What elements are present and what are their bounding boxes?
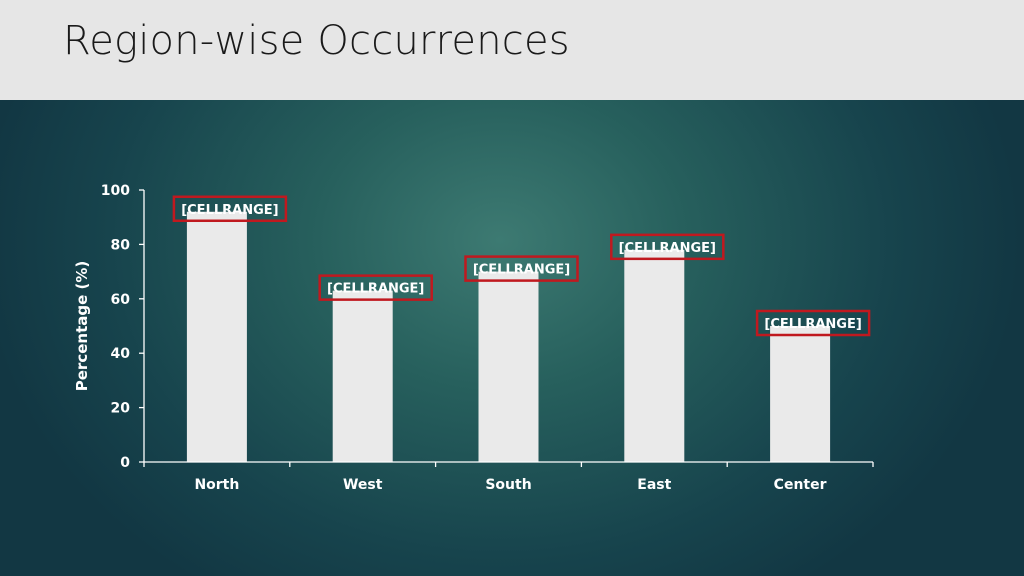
x-tick-label-east: East	[637, 477, 671, 493]
bar-west	[332, 290, 393, 462]
bar-south	[478, 271, 539, 462]
y-tick-label: 0	[120, 455, 130, 471]
x-tick-label-west: West	[343, 477, 383, 493]
slide-title: Region-wise Occurrences	[63, 18, 570, 64]
y-tick-label: 100	[101, 183, 130, 199]
bar-north	[186, 211, 247, 462]
data-label-box	[464, 255, 579, 282]
data-label: [CELLRANGE]	[181, 203, 278, 218]
data-label-box	[172, 195, 288, 223]
data-label: [CELLRANGE]	[327, 282, 424, 297]
data-label-box	[610, 233, 725, 261]
bar-center	[770, 326, 831, 462]
y-tick-label: 60	[111, 292, 131, 308]
y-tick-label: 20	[111, 401, 131, 417]
title-bar: Region-wise Occurrences	[0, 0, 1024, 100]
y-tick-label: 40	[111, 346, 131, 362]
data-label-box	[755, 309, 871, 337]
data-label: [CELLRANGE]	[619, 241, 716, 256]
x-tick-label-center: Center	[774, 477, 827, 493]
bar-east	[624, 249, 685, 462]
y-tick-label: 80	[111, 237, 131, 253]
x-tick-label-south: South	[485, 477, 531, 493]
data-label-box	[318, 274, 433, 301]
data-label: [CELLRANGE]	[473, 263, 570, 278]
x-tick-label-north: North	[194, 477, 239, 493]
data-label: [CELLRANGE]	[764, 317, 861, 332]
y-axis-label: Percentage (%)	[73, 261, 91, 391]
